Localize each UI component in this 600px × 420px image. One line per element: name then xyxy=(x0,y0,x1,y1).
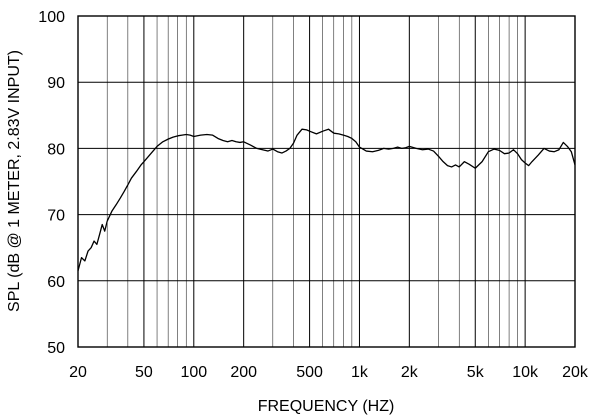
series-layer xyxy=(77,128,576,272)
x-axis-title: FREQUENCY (HZ) xyxy=(258,398,395,415)
plot-background xyxy=(78,16,575,347)
x-tick-label: 5k xyxy=(467,364,485,381)
x-tick-labels: 20 50 100 200 500 1k 2k 5k 10k 20k xyxy=(69,364,589,381)
x-tick-label: 20k xyxy=(562,364,589,381)
y-tick-label: 80 xyxy=(47,141,65,158)
x-tick-label: 1k xyxy=(351,364,369,381)
x-tick-label: 10k xyxy=(512,364,539,381)
x-tick-label: 50 xyxy=(135,364,153,381)
y-tick-label: 50 xyxy=(47,340,65,357)
y-tick-label: 100 xyxy=(38,9,65,26)
y-tick-label: 90 xyxy=(47,75,65,92)
plot-frame xyxy=(77,15,576,348)
y-tick-label: 70 xyxy=(47,208,65,225)
y-tick-labels: 50 60 70 80 90 100 xyxy=(38,9,65,357)
x-tick-label: 500 xyxy=(296,364,323,381)
y-axis-title: SPL (dB @ 1 METER, 2.83V INPUT) xyxy=(6,50,23,312)
spl-response-line xyxy=(77,128,576,272)
minor-gridlines xyxy=(106,16,518,347)
y-tick-label: 60 xyxy=(47,274,65,291)
x-tick-label: 20 xyxy=(69,364,87,381)
x-tick-label: 2k xyxy=(401,364,419,381)
x-tick-label: 200 xyxy=(230,364,257,381)
x-tick-label: 100 xyxy=(180,364,207,381)
